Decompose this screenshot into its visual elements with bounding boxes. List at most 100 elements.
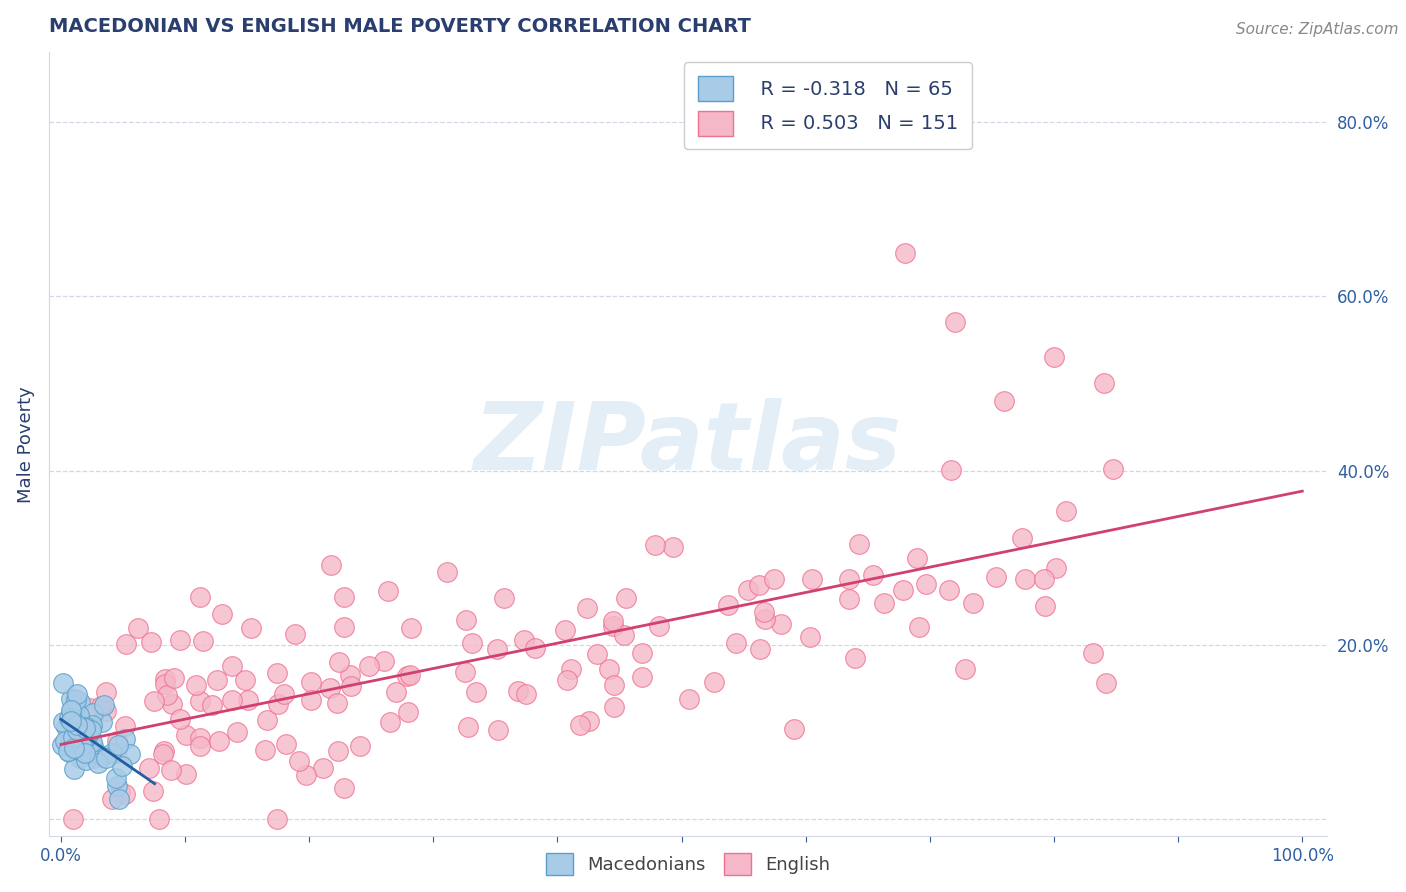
Point	[576, 600, 599, 615]
Point	[349, 739, 371, 753]
Point	[62, 730, 84, 744]
Point	[754, 611, 776, 625]
Point	[486, 642, 509, 657]
Point	[176, 767, 198, 781]
Point	[339, 679, 361, 693]
Point	[943, 316, 966, 330]
Point	[1054, 503, 1077, 517]
Point	[717, 598, 740, 612]
Point	[630, 670, 652, 684]
Point	[486, 723, 509, 738]
Point	[101, 747, 124, 761]
Point	[205, 673, 228, 687]
Point	[703, 674, 725, 689]
Point	[153, 744, 176, 758]
Point	[464, 685, 486, 699]
Point	[73, 721, 96, 735]
Point	[60, 714, 83, 728]
Point	[73, 731, 96, 746]
Point	[614, 591, 637, 605]
Point	[891, 582, 914, 597]
Point	[399, 622, 422, 636]
Point	[59, 734, 82, 748]
Point	[62, 727, 84, 741]
Point	[602, 619, 624, 633]
Point	[118, 747, 141, 761]
Point	[749, 641, 772, 656]
Point	[72, 721, 94, 735]
Point	[333, 590, 356, 604]
Point	[87, 756, 110, 770]
Point	[105, 779, 128, 793]
Y-axis label: Male Poverty: Male Poverty	[17, 386, 35, 503]
Point	[515, 687, 537, 701]
Point	[114, 787, 136, 801]
Point	[941, 463, 963, 477]
Point	[63, 711, 86, 725]
Point	[75, 720, 97, 734]
Point	[90, 698, 112, 713]
Point	[52, 714, 75, 729]
Point	[1011, 531, 1033, 545]
Point	[598, 662, 620, 676]
Point	[65, 729, 87, 743]
Text: ZIPatlas: ZIPatlas	[474, 399, 901, 491]
Point	[770, 616, 793, 631]
Point	[67, 708, 90, 723]
Text: MACEDONIAN VS ENGLISH MALE POVERTY CORRELATION CHART: MACEDONIAN VS ENGLISH MALE POVERTY CORRE…	[49, 17, 751, 36]
Point	[1032, 572, 1054, 586]
Point	[862, 568, 884, 582]
Point	[67, 712, 90, 726]
Point	[748, 578, 770, 592]
Point	[267, 698, 290, 712]
Point	[94, 705, 117, 719]
Point	[111, 759, 134, 773]
Point	[80, 745, 103, 759]
Point	[63, 762, 86, 776]
Point	[273, 687, 295, 701]
Point	[644, 538, 666, 552]
Point	[221, 659, 243, 673]
Point	[256, 713, 278, 727]
Point	[613, 628, 636, 642]
Point	[299, 674, 322, 689]
Point	[395, 669, 418, 683]
Point	[266, 812, 288, 826]
Point	[662, 540, 685, 554]
Point	[163, 671, 186, 685]
Point	[1014, 572, 1036, 586]
Point	[77, 745, 100, 759]
Point	[332, 780, 354, 795]
Point	[284, 627, 307, 641]
Point	[319, 558, 342, 573]
Point	[66, 723, 89, 737]
Point	[266, 666, 288, 681]
Point	[80, 721, 103, 735]
Point	[602, 700, 624, 714]
Point	[188, 731, 211, 745]
Point	[56, 744, 79, 758]
Point	[569, 718, 592, 732]
Point	[523, 641, 546, 656]
Point	[58, 745, 80, 759]
Point	[1095, 676, 1118, 690]
Point	[233, 673, 256, 688]
Point	[226, 725, 249, 739]
Point	[93, 698, 115, 713]
Point	[142, 784, 165, 798]
Point	[914, 576, 936, 591]
Point	[191, 633, 214, 648]
Point	[184, 678, 207, 692]
Point	[373, 654, 395, 668]
Point	[82, 739, 104, 754]
Point	[725, 635, 748, 649]
Point	[160, 697, 183, 711]
Point	[377, 584, 399, 599]
Point	[108, 785, 131, 799]
Point	[72, 737, 94, 751]
Point	[115, 637, 138, 651]
Point	[70, 739, 93, 753]
Point	[66, 687, 89, 701]
Point	[456, 613, 478, 627]
Point	[1043, 351, 1066, 365]
